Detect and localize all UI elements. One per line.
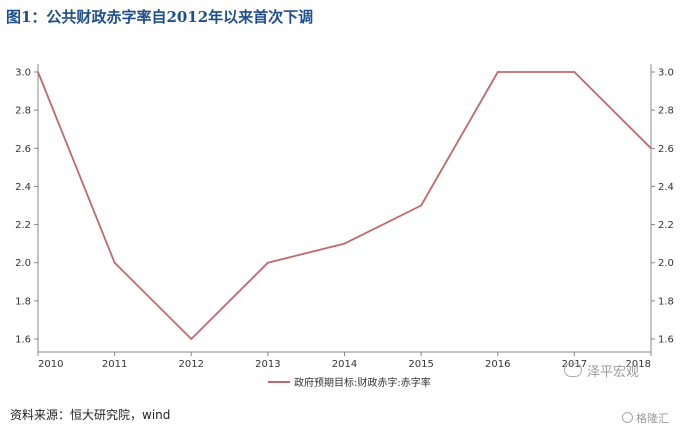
data-point [37, 71, 39, 73]
source-note: 资料来源：恒大研究院，wind [10, 408, 171, 422]
data-point [190, 338, 193, 340]
y-tick-label-left: 2.2 [15, 220, 31, 231]
y-tick-label-right: 2.6 [658, 144, 674, 155]
data-point [343, 242, 346, 245]
watermark-wechat: 泽平宏观 [564, 361, 639, 380]
watermark-text: 泽平宏观 [587, 365, 640, 380]
legend-label: 政府预期目标:财政赤字:赤字率 [294, 376, 431, 389]
y-tick-label-left: 2.8 [15, 106, 31, 117]
right-y-axis: 1.6 1.8 2.0 2.2 2.4 2.6 2.8 3.0 [651, 68, 674, 346]
data-point [113, 261, 116, 264]
y-tick-label-right: 3.0 [658, 68, 674, 79]
data-point [496, 71, 499, 73]
y-tick-label-right: 1.6 [658, 335, 674, 346]
gelonghui-logo-icon [622, 412, 633, 423]
y-tick-label-right: 2.2 [658, 220, 674, 231]
watermark-gelonghui: 格隆汇 [622, 410, 669, 426]
y-tick-label-right: 2.4 [658, 182, 674, 193]
y-tick-label-left: 3.0 [15, 68, 31, 79]
left-y-axis: 1.6 1.8 2.0 2.2 2.4 2.6 2.8 3.0 [15, 68, 38, 346]
x-tick-label: 2012 [179, 359, 204, 370]
watermark-text-secondary: 格隆汇 [636, 412, 669, 425]
data-point [650, 147, 652, 150]
y-tick-label-left: 2.0 [15, 258, 31, 269]
data-point [420, 204, 423, 207]
chart-axes [37, 64, 652, 353]
data-point [573, 71, 576, 73]
series-group [37, 71, 652, 340]
y-tick-label-left: 2.6 [15, 144, 31, 155]
series-line [37, 71, 652, 340]
y-tick-label-left: 1.6 [15, 335, 31, 346]
chart-legend: 政府预期目标:财政赤字:赤字率 [268, 376, 431, 389]
x-tick-label: 2018 [626, 359, 651, 370]
x-tick-label: 2016 [485, 359, 510, 370]
page-title: 图1：公共财政赤字率自2012年以来首次下调 [6, 8, 314, 26]
x-tick-label: 2014 [332, 359, 357, 370]
x-tick-label: 2010 [38, 359, 63, 370]
x-tick-label: 2013 [255, 359, 280, 370]
y-tick-label-left: 2.4 [15, 182, 31, 193]
x-tick-label: 2015 [408, 359, 433, 370]
wechat-icon [564, 363, 582, 377]
y-tick-label-right: 1.8 [658, 296, 674, 307]
y-tick-label-right: 2.0 [658, 258, 674, 269]
x-axis: 2010 2011 2012 2013 2014 2015 2016 2017 2018 [37, 352, 652, 370]
y-tick-label-right: 2.8 [658, 106, 674, 117]
x-tick-label: 2017 [562, 359, 587, 370]
x-tick-label: 2011 [102, 359, 127, 370]
data-point [266, 261, 269, 264]
y-tick-label-left: 1.8 [15, 296, 31, 307]
